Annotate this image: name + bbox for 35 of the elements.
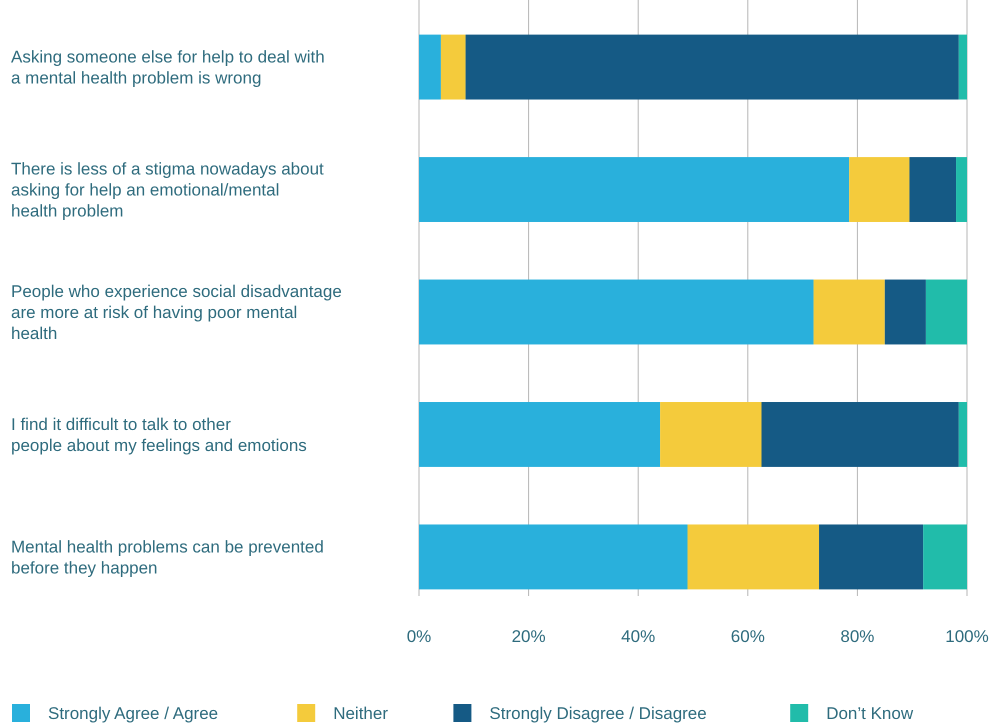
y-tick-label: Mental health problems can be prevented before they happen [11, 537, 324, 578]
legend-label: Strongly Disagree / Disagree [489, 704, 707, 723]
x-tick-label: 0% [406, 627, 432, 646]
y-tick-label: People who experience social disadvantage are more at risk of having poor mental health [11, 282, 342, 343]
x-tick-label: 20% [512, 627, 546, 646]
y-tick-label: Asking someone else for help to deal with a mental health problem is wrong [11, 48, 325, 88]
y-tick-label: I find it difficult to talk to other people about my feelings and emotions [11, 414, 307, 455]
bar [688, 524, 820, 590]
x-tick-label: 60% [730, 627, 765, 646]
x-tick-label: 100% [945, 627, 989, 646]
bar [660, 402, 762, 467]
bar [419, 34, 441, 100]
legend-label: Don’t Know [826, 704, 914, 723]
bar [762, 402, 959, 467]
bar [909, 157, 956, 222]
bar [419, 524, 688, 590]
bar [849, 157, 910, 222]
legend-label: Strongly Agree / Agree [48, 704, 218, 723]
bar [440, 34, 466, 100]
bar [466, 34, 959, 100]
bar [884, 280, 926, 344]
bar [956, 157, 967, 222]
y-tick-label: There is less of a stigma nowadays about asking for help an emotional/mental health problem [11, 160, 324, 221]
bar [958, 34, 967, 100]
bar [419, 402, 660, 467]
bar [958, 402, 967, 467]
bar [926, 280, 967, 344]
bar [419, 157, 850, 222]
legend-label: Neither [333, 704, 388, 723]
bar [814, 280, 885, 344]
x-tick-label: 80% [840, 627, 874, 646]
bar [819, 524, 924, 590]
bar [419, 280, 814, 344]
x-tick-label: 40% [621, 627, 656, 646]
bar [923, 524, 967, 590]
